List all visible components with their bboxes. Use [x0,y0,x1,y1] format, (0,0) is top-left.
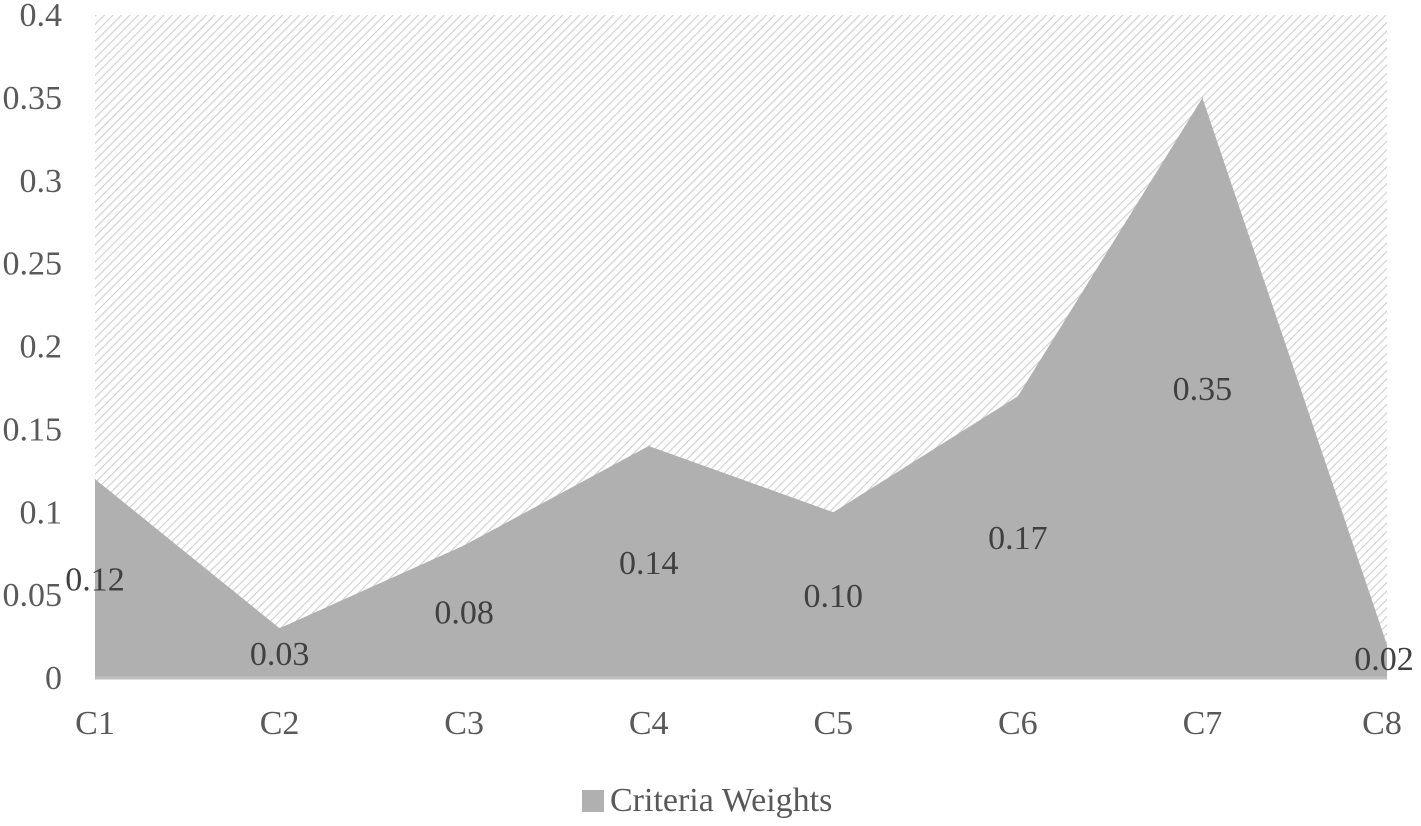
data-label-c3: 0.08 [434,595,494,632]
x-tick-label-c3: C3 [444,705,484,742]
y-tick-label: 0.4 [20,0,63,34]
x-tick-label-c2: C2 [260,705,300,742]
data-label-c2: 0.03 [250,636,310,673]
data-point-c4 [648,445,650,447]
y-tick-label: 0.15 [3,411,63,448]
area-series-criteria-weights [95,97,1387,678]
y-tick-label: 0.35 [3,80,63,117]
legend: Criteria Weights [582,781,832,821]
data-point-c7 [1201,97,1203,99]
y-tick-label: 0.3 [20,163,63,200]
x-tick-label-c4: C4 [629,705,669,742]
y-tick-label: 0 [45,660,62,697]
legend-swatch [582,790,604,812]
data-point-c3 [463,544,465,546]
x-tick-label-c1: C1 [75,705,115,742]
data-label-c7: 0.35 [1173,371,1233,408]
data-point-c2 [279,627,281,629]
y-tick-label: 0.05 [3,577,63,614]
data-point-c1 [94,478,96,480]
x-tick-label-c8: C8 [1362,705,1402,742]
data-point-c6 [1017,395,1019,397]
data-label-c1: 0.12 [65,562,125,599]
data-label-c8: 0.02 [1354,641,1414,678]
legend-label: Criteria Weights [610,782,833,819]
x-tick-label-c6: C6 [998,705,1038,742]
y-tick-label: 0.25 [3,246,63,283]
y-tick-label: 0.2 [20,329,63,366]
y-tick-label: 0.1 [20,494,63,531]
x-tick-label-c7: C7 [1183,705,1223,742]
data-label-c4: 0.14 [619,545,679,582]
data-point-c5 [832,511,834,513]
data-point-c8 [1386,644,1388,646]
data-label-c5: 0.10 [804,578,864,615]
x-tick-label-c5: C5 [813,705,853,742]
data-label-c6: 0.17 [988,520,1048,557]
